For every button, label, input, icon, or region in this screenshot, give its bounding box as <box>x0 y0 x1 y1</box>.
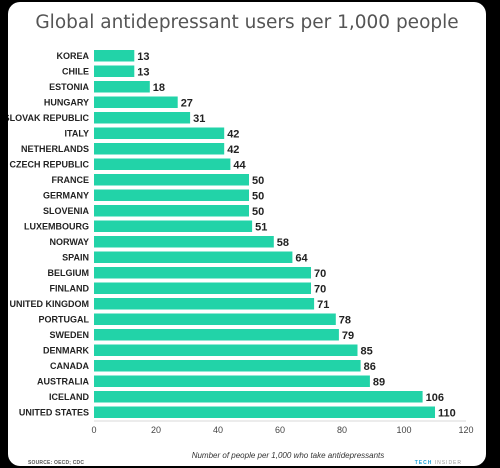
x-tick-label: 0 <box>91 425 96 435</box>
category-label: ICELAND <box>49 392 89 402</box>
data-label: 50 <box>252 206 264 218</box>
x-tick-label: 100 <box>396 425 411 435</box>
data-label: 31 <box>193 113 205 125</box>
data-label: 78 <box>339 314 351 326</box>
category-label: AUSTRALIA <box>37 376 89 386</box>
data-label: 27 <box>181 97 193 109</box>
data-label: 50 <box>252 190 264 202</box>
category-label: BELGIUM <box>48 268 90 278</box>
category-label: LUXEMBOURG <box>24 221 89 231</box>
bar-chart: KOREA 13 CHILE 13 ESTONIA 18 HUNGARY 27 SLOVAK R… <box>8 50 474 435</box>
data-label: 70 <box>314 283 326 295</box>
x-tick-label: 40 <box>213 425 223 435</box>
category-label: NETHERLANDS <box>21 144 89 154</box>
bar <box>94 205 249 217</box>
bar <box>94 236 274 248</box>
bar <box>94 96 178 108</box>
data-label: 13 <box>137 66 149 78</box>
bar <box>94 220 253 232</box>
category-label: SLOVAK REPUBLIC <box>8 113 89 123</box>
category-label: GERMANY <box>43 190 89 200</box>
bar <box>94 127 225 139</box>
category-label: SLOVENIA <box>43 206 90 216</box>
brand-tech: TECH <box>414 460 433 466</box>
category-label: PORTUGAL <box>39 314 90 324</box>
category-label: FRANCE <box>52 175 90 185</box>
category-label: UNITED KINGDOM <box>10 299 90 309</box>
bar <box>94 313 336 325</box>
category-label: CZECH REPUBLIC <box>9 159 89 169</box>
bar <box>94 143 225 155</box>
category-label: UNITED STATES <box>19 407 89 417</box>
category-label: FINLAND <box>50 283 90 293</box>
data-label: 70 <box>314 268 326 280</box>
bar <box>94 65 135 77</box>
data-label: 44 <box>233 159 246 171</box>
bar <box>94 189 249 201</box>
bar <box>94 81 150 93</box>
data-label: 106 <box>426 392 444 404</box>
bar <box>94 344 358 356</box>
bar <box>94 391 423 403</box>
data-label: 64 <box>295 252 308 264</box>
category-label: SPAIN <box>62 252 89 262</box>
category-label: NORWAY <box>49 237 89 247</box>
bar <box>94 360 361 372</box>
brand-insider: INSIDER <box>434 460 462 466</box>
data-label: 18 <box>153 82 165 94</box>
data-label: 58 <box>277 237 289 249</box>
data-label: 85 <box>361 345 373 357</box>
bar <box>94 50 135 62</box>
bar <box>94 174 249 186</box>
bar <box>94 329 339 341</box>
x-tick-label: 120 <box>458 425 473 435</box>
brand-logo: TECH INSIDER <box>415 460 462 466</box>
x-tick-label: 20 <box>151 425 161 435</box>
data-label: 86 <box>364 361 376 373</box>
data-label: 89 <box>373 376 385 388</box>
data-label: 13 <box>137 51 149 63</box>
bar <box>94 267 311 279</box>
x-tick-label: 60 <box>275 425 285 435</box>
x-tick-label: 80 <box>337 425 347 435</box>
bar <box>94 298 315 310</box>
data-label: 71 <box>317 299 329 311</box>
category-label: KOREA <box>56 51 89 61</box>
category-label: SWEDEN <box>49 330 89 340</box>
category-label: CANADA <box>50 361 89 371</box>
bar <box>94 158 231 170</box>
x-axis-label: Number of people per 1,000 who take anti… <box>191 451 385 460</box>
category-label: ITALY <box>64 128 89 138</box>
category-label: CHILE <box>62 66 89 76</box>
bar <box>94 282 311 294</box>
category-label: HUNGARY <box>44 97 89 107</box>
bar <box>94 406 435 418</box>
source-note: SOURCE: OECD; CDC <box>28 460 85 466</box>
bar <box>94 375 370 387</box>
category-label: ESTONIA <box>49 82 89 92</box>
chart-title: Global antidepressant users per 1,000 pe… <box>35 12 459 33</box>
chart-card: Global antidepressant users per 1,000 pe… <box>8 2 486 466</box>
data-label: 51 <box>255 221 267 233</box>
data-label: 50 <box>252 175 264 187</box>
category-label: DENMARK <box>43 345 89 355</box>
data-label: 79 <box>342 330 354 342</box>
data-label: 42 <box>227 128 239 140</box>
bar <box>94 112 191 124</box>
data-label: 42 <box>227 144 239 156</box>
data-label: 110 <box>438 407 456 419</box>
bar <box>94 251 293 263</box>
